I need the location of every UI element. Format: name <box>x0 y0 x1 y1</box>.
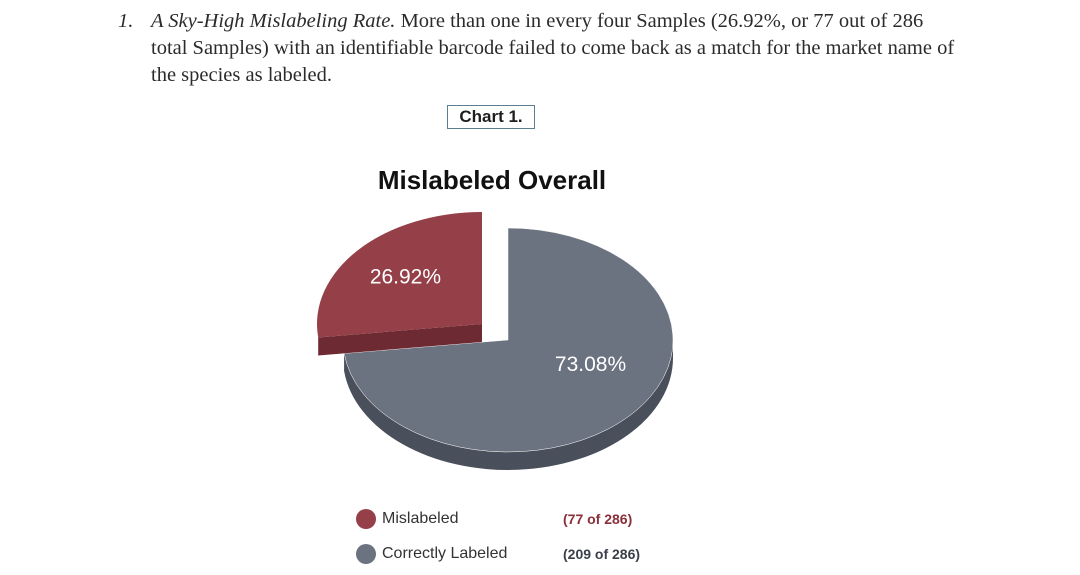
legend-count-mislabeled: (77 of 286) <box>563 511 633 527</box>
data-label-mislabeled: 26.92% <box>370 265 441 288</box>
legend-swatch-mislabeled <box>356 509 376 529</box>
chart-number-label: Chart 1. <box>447 105 535 129</box>
paragraph-heading: A Sky-High Mislabeling Rate. <box>151 10 396 32</box>
pie-slice-correct <box>343 227 674 453</box>
paragraph-body: A Sky-High Mislabeling Rate. More than o… <box>151 8 958 89</box>
pie-slice-mislabeled-wall <box>318 324 482 356</box>
legend-swatch-correct <box>356 544 376 564</box>
chart-title: Mislabeled Overall <box>377 165 607 195</box>
pie-slice-mislabeled <box>317 212 482 338</box>
legend-label-mislabeled: Mislabeled <box>382 510 459 527</box>
intro-paragraph: 1. A Sky-High Mislabeling Rate. More tha… <box>118 8 958 89</box>
legend-label-correct: Correctly Labeled <box>382 545 508 562</box>
legend-count-correct: (209 of 286) <box>563 546 641 562</box>
list-number: 1. <box>118 10 134 32</box>
data-label-correct: 73.08% <box>555 353 626 376</box>
paragraph-text: More than one in every four Samples (26.… <box>151 10 955 86</box>
